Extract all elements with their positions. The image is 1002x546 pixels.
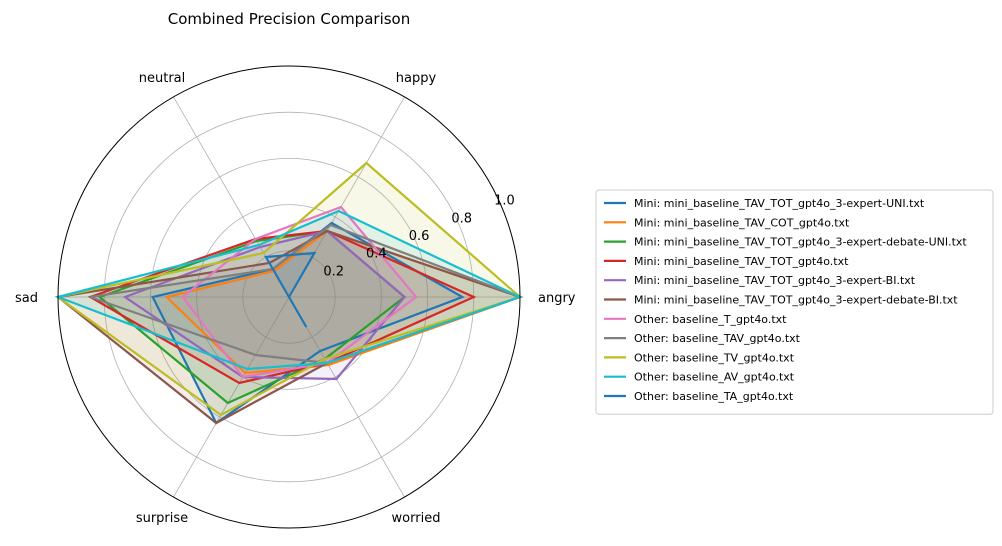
axis-label-sad: sad [15, 291, 38, 306]
axis-label-angry: angry [538, 291, 576, 306]
spoke-surprise [173, 296, 290, 498]
legend-entry-3: Mini: mini_baseline_TAV_TOT_gpt4o.txt [634, 255, 849, 268]
radar-series [54, 161, 524, 425]
radar-labels: 0.2 0.4 0.6 0.8 1.0 angry happy neutral sad surpr… [15, 65, 576, 529]
radial-tick-label: 0.4 [366, 247, 387, 262]
series-line-0 [151, 221, 465, 425]
chart-title: Combined Precision Comparison [168, 10, 410, 28]
series-fill-8 [58, 163, 520, 415]
series-line-10 [264, 251, 317, 328]
axis-label-surprise: surprise [136, 511, 188, 526]
radial-tick-label: 0.8 [451, 211, 472, 226]
legend-entry-10: Other: baseline_TA_gpt4o.txt [634, 390, 794, 403]
legend-entry-4: Mini: mini_baseline_TAV_TOT_gpt4o_3-expe… [634, 274, 916, 287]
radial-tick-label: 1.0 [494, 194, 515, 209]
legend-entry-2: Mini: mini_baseline_TAV_TOT_gpt4o_3-expe… [634, 236, 967, 249]
series-fill-0 [152, 223, 463, 423]
legend-box [595, 189, 994, 415]
legend-entry-0: Mini: mini_baseline_TAV_TOT_gpt4o_3-expe… [634, 197, 925, 210]
axis-label-neutral: neutral [139, 71, 186, 86]
legend: Mini: mini_baseline_TAV_TOT_gpt4o_3-expe… [595, 189, 994, 415]
legend-entry-7: Other: baseline_TAV_gpt4o.txt [634, 332, 801, 345]
legend-entry-5: Mini: mini_baseline_TAV_TOT_gpt4o_3-expe… [634, 294, 958, 307]
series-fill-1 [166, 231, 520, 373]
outer-frame [57, 65, 521, 529]
spoke-worried [288, 296, 405, 498]
legend-entry-6: Other: baseline_T_gpt4o.txt [634, 313, 787, 326]
legend-entry-8: Other: baseline_TV_gpt4o.txt [634, 351, 795, 364]
series-fill-4 [125, 231, 405, 379]
axis-label-worried: worried [392, 511, 441, 526]
axis-label-happy: happy [396, 71, 437, 86]
series-fill-10 [265, 253, 315, 327]
radial-tick-label: 0.6 [409, 229, 430, 244]
legend-entry-9: Other: baseline_AV_gpt4o.txt [634, 371, 795, 384]
radial-tick-label: 0.2 [323, 264, 344, 279]
legend-entry-1: Mini: mini_baseline_TAV_COT_gpt4o.txt [634, 216, 850, 229]
